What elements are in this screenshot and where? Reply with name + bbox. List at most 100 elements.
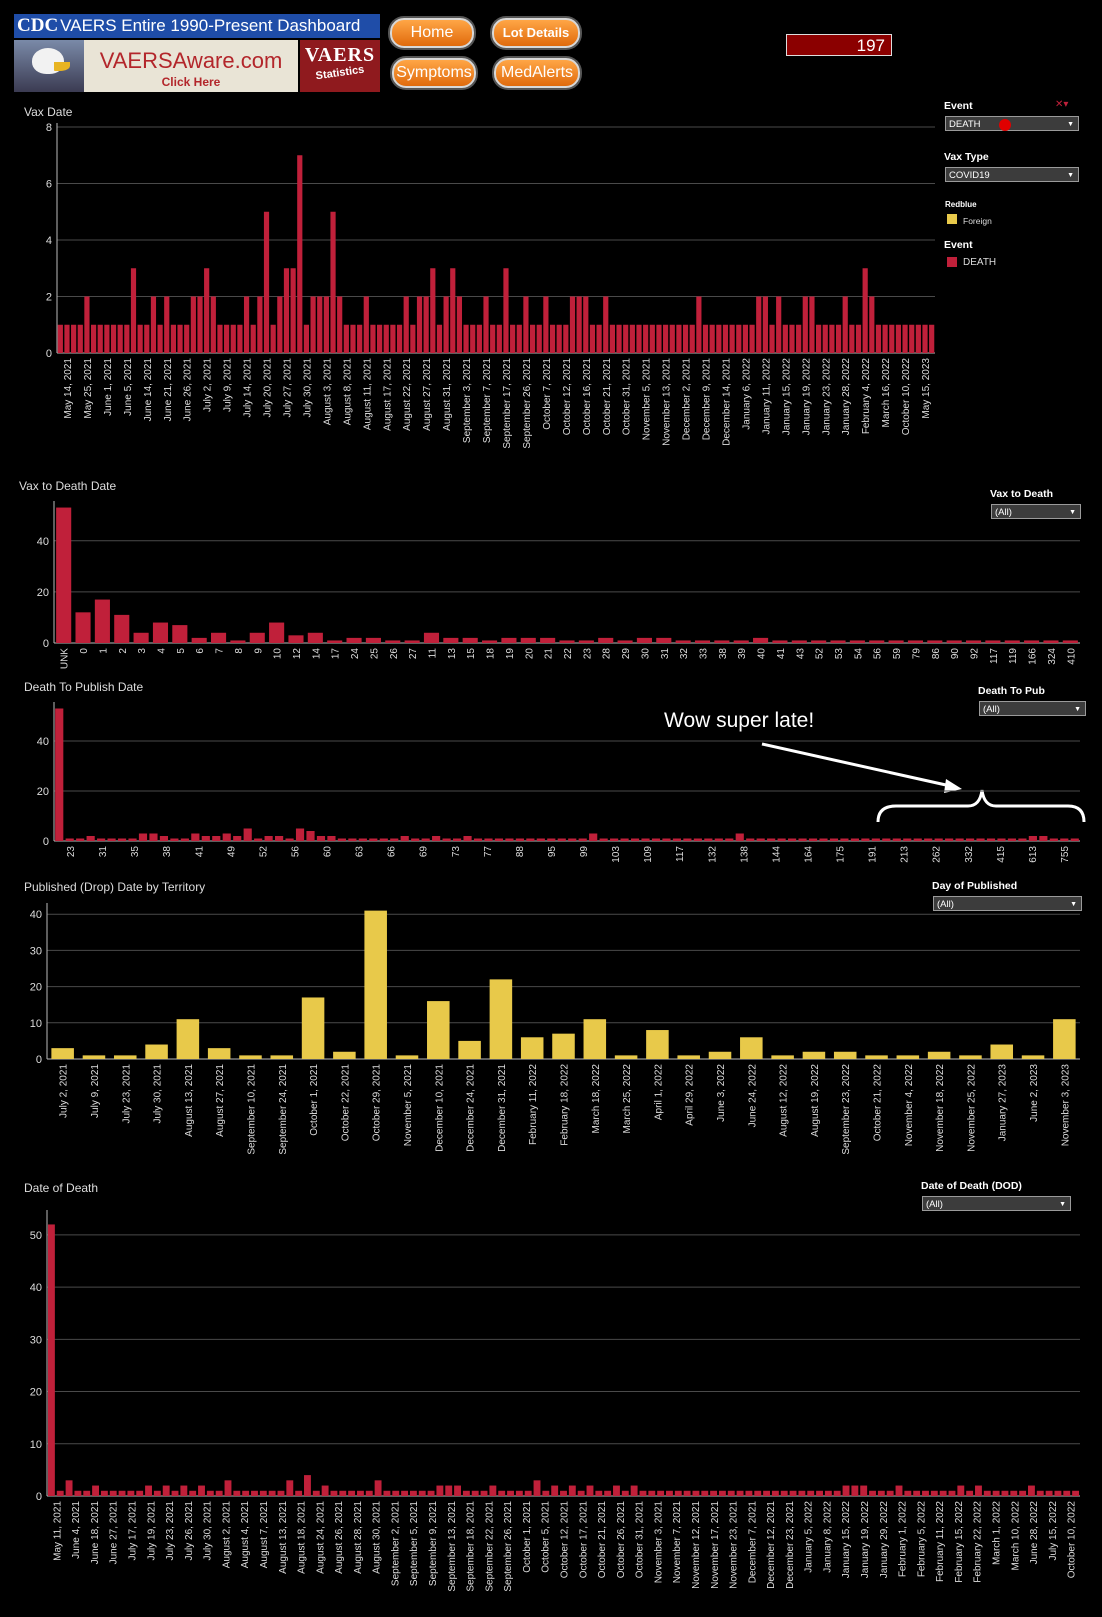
bar xyxy=(104,324,110,353)
death-to-pub-dropdown[interactable]: (All) ▼ xyxy=(979,701,1086,716)
x-tick-label: October 12, 2021 xyxy=(560,1501,571,1579)
bar xyxy=(965,838,975,841)
lot-details-button[interactable]: Lot Details xyxy=(492,18,580,48)
home-button[interactable]: Home xyxy=(390,18,474,48)
bar xyxy=(830,640,846,643)
vax-type-dropdown[interactable]: COVID19 ▼ xyxy=(945,167,1079,182)
bar xyxy=(1027,1485,1035,1496)
bar xyxy=(639,1490,647,1496)
bar xyxy=(307,632,323,643)
x-tick-label: 13 xyxy=(447,648,458,660)
y-tick-label: 10 xyxy=(30,1439,42,1451)
bar xyxy=(233,836,242,841)
bar xyxy=(934,838,943,841)
symptoms-button[interactable]: Symptoms xyxy=(392,58,476,88)
x-tick-label: January 5, 2022 xyxy=(804,1501,815,1573)
event-dropdown[interactable]: DEATH ▼ xyxy=(945,116,1079,131)
bar xyxy=(57,324,63,353)
x-tick-label: February 1, 2022 xyxy=(898,1501,909,1578)
x-tick-label: 262 xyxy=(932,846,943,863)
x-tick-label: December 7, 2021 xyxy=(747,1501,758,1584)
bar xyxy=(436,324,443,353)
bar xyxy=(337,838,346,841)
medalerts-button[interactable]: MedAlerts xyxy=(494,58,580,88)
bar xyxy=(1004,640,1020,643)
eagle-image xyxy=(14,40,84,92)
x-tick-label: 39 xyxy=(737,648,748,660)
clear-filter-icon[interactable]: ✕▾ xyxy=(1055,99,1069,110)
day-published-dropdown[interactable]: (All) ▼ xyxy=(933,896,1082,911)
bar xyxy=(569,296,576,353)
bar xyxy=(948,1490,956,1496)
x-tick-label: 41 xyxy=(194,846,205,858)
bar xyxy=(198,1485,205,1496)
x-tick-label: 38 xyxy=(718,648,729,660)
bar xyxy=(756,838,765,841)
bar xyxy=(771,1055,794,1059)
x-tick-label: October 17, 2021 xyxy=(578,1501,589,1579)
bar xyxy=(641,838,650,841)
vax-to-death-dropdown[interactable]: (All) ▼ xyxy=(991,504,1081,519)
bar xyxy=(416,296,423,353)
x-tick-label: 332 xyxy=(964,846,975,863)
bar xyxy=(767,838,776,841)
bar xyxy=(462,637,478,643)
bar xyxy=(869,296,875,353)
bar xyxy=(268,1490,276,1496)
x-tick-label: July 15, 2022 xyxy=(1048,1501,1059,1561)
bar xyxy=(489,1485,497,1496)
vaers-statistics-logo[interactable]: VAERS Statistics xyxy=(300,40,380,92)
bar xyxy=(610,838,619,841)
x-tick-label: August 19, 2022 xyxy=(810,1064,821,1137)
bar xyxy=(945,838,954,841)
bar xyxy=(1070,838,1079,841)
vaers-banner[interactable]: CDC VAERS Entire 1990-Present Dashboard V… xyxy=(14,14,380,92)
bar xyxy=(264,836,273,841)
bar xyxy=(702,324,709,353)
x-tick-label: December 2, 2021 xyxy=(682,358,693,441)
y-tick-label: 2 xyxy=(46,292,52,304)
bar xyxy=(411,838,420,841)
bar xyxy=(990,1044,1014,1059)
bar xyxy=(454,1485,461,1496)
x-tick-label: 27 xyxy=(408,648,419,660)
bar xyxy=(204,268,210,353)
bar xyxy=(648,1490,656,1496)
vaersaware-text: VAERSAware.com xyxy=(99,48,283,73)
bar xyxy=(210,296,216,353)
bar xyxy=(224,1480,232,1496)
x-tick-label: February 4, 2022 xyxy=(861,358,872,435)
y-tick-label: 40 xyxy=(37,736,49,748)
x-tick-label: July 23, 2021 xyxy=(165,1501,176,1561)
bar xyxy=(162,1485,170,1496)
x-tick-label: May 25, 2021 xyxy=(83,358,94,419)
x-tick-label: November 7, 2021 xyxy=(672,1501,683,1584)
bar xyxy=(657,1490,665,1496)
vaersaware-link[interactable]: VAERSAware.com Click Here xyxy=(84,40,298,92)
bar xyxy=(1019,1490,1027,1496)
bar xyxy=(578,838,587,841)
bar xyxy=(689,324,695,353)
bar xyxy=(484,838,493,841)
bar xyxy=(729,324,735,353)
x-tick-label: March 18, 2022 xyxy=(591,1064,602,1134)
x-tick-label: November 5, 2021 xyxy=(403,1064,414,1147)
bar xyxy=(674,1490,682,1496)
x-tick-label: 88 xyxy=(515,846,526,858)
dod-dropdown[interactable]: (All) ▼ xyxy=(922,1196,1071,1211)
x-tick-label: June 1, 2021 xyxy=(103,358,114,416)
bar xyxy=(746,838,755,841)
x-tick-label: 95 xyxy=(547,846,558,858)
x-tick-label: December 14, 2021 xyxy=(721,358,732,446)
vax-to-death-dropdown-value: (All) xyxy=(995,507,1012,518)
bar xyxy=(736,1490,744,1496)
bar xyxy=(903,838,912,841)
x-tick-label: 40 xyxy=(757,648,768,660)
bar xyxy=(516,324,522,353)
bar xyxy=(365,1490,373,1496)
x-tick-label: 213 xyxy=(900,846,911,863)
bar xyxy=(84,296,90,353)
red-dot-marker xyxy=(999,119,1011,131)
x-tick-label: September 24, 2021 xyxy=(278,1064,289,1155)
x-tick-label: 69 xyxy=(419,846,430,858)
